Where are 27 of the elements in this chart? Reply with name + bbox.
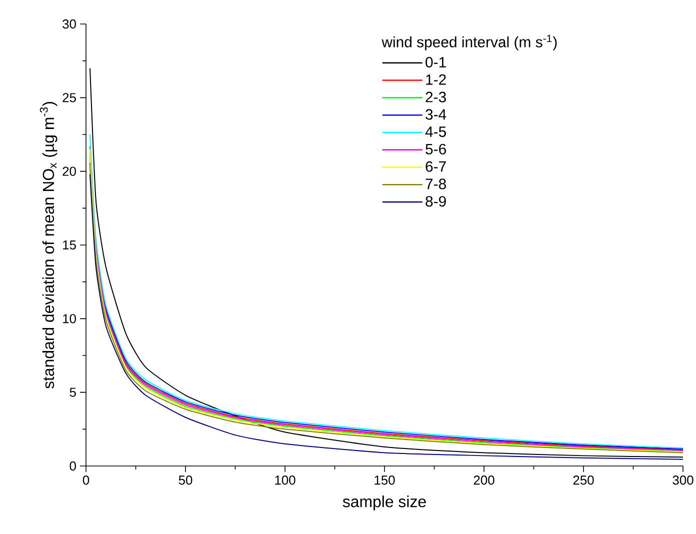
x-tick-label: 300 bbox=[672, 476, 694, 485]
line-series bbox=[89, 68, 684, 458]
x-tick-label: 150 bbox=[374, 476, 395, 485]
y-tick-label: 25 bbox=[62, 93, 76, 102]
x-tick-label: 50 bbox=[178, 476, 192, 485]
legend-label: 8-9 bbox=[426, 196, 446, 207]
legend-label: 2-3 bbox=[426, 92, 446, 102]
legend-label: 5-6 bbox=[426, 144, 446, 154]
y-tick-label: 15 bbox=[63, 240, 76, 250]
y-tick-label: 5 bbox=[70, 388, 76, 397]
legend-label: 4-5 bbox=[425, 126, 446, 137]
x-tick-label: 250 bbox=[573, 476, 594, 485]
y-tick-label: 30 bbox=[62, 19, 76, 29]
x-tick-label: 200 bbox=[474, 476, 494, 485]
y-tick-label: 20 bbox=[62, 166, 76, 176]
legend-label: 6-7 bbox=[426, 161, 446, 172]
y-axis-title: standard deviation of mean NO$_{x}$ (µg m$^{-3}$) bbox=[40, 102, 58, 389]
y-tick-label: 10 bbox=[63, 314, 76, 324]
legend-label: 1-2 bbox=[426, 74, 446, 85]
legend-label: 3-4 bbox=[426, 109, 446, 120]
x-tick-label: 0 bbox=[82, 476, 90, 485]
legend-label: 0-1 bbox=[426, 56, 446, 68]
y-tick-label: 0 bbox=[70, 461, 76, 471]
legend-label: 7-8 bbox=[426, 178, 446, 190]
legend-title: wind speed interval (m s$^{-1}$) bbox=[382, 34, 557, 50]
x-axis-title: sample size bbox=[342, 496, 426, 510]
x-tick-label: 100 bbox=[275, 476, 296, 485]
